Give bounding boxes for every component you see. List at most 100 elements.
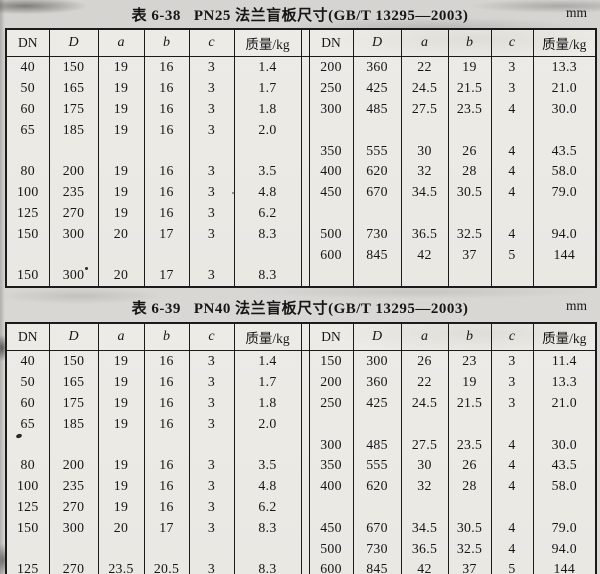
table-cell: 730: [352, 223, 401, 245]
table-cell: 350: [308, 454, 353, 476]
table-row: 125 270 19 16 3 6.2: [6, 496, 596, 518]
table-cell: 1.8: [233, 392, 301, 414]
table-cell: 670: [352, 517, 401, 539]
table-row: 40 150 19 16 3 1.4 150 300 26 23 3 11.4: [6, 350, 596, 372]
table-cell: 16: [143, 181, 189, 203]
table-cell: 30.5: [447, 181, 491, 203]
table-cell: 24.5: [400, 392, 448, 414]
table-cell: [143, 244, 189, 265]
table-cell: 3: [188, 413, 234, 435]
table-cell: [400, 264, 448, 287]
table-cell: [48, 140, 98, 161]
table-cell: 16: [143, 350, 189, 372]
column-divider: [300, 56, 310, 78]
table-cell: 300: [48, 517, 98, 539]
table-cell: 3: [188, 223, 234, 245]
column-divider: [300, 371, 310, 393]
scan-artifact-dot: [232, 192, 234, 194]
table-cell: 300: [308, 434, 353, 455]
table-cell: 21.5: [447, 77, 491, 99]
table-cell: 485: [352, 98, 401, 120]
column-divider: [300, 202, 310, 224]
table-cell: [447, 413, 491, 435]
table-cell: 28: [447, 160, 491, 182]
table-cell: 3: [490, 350, 533, 372]
table-cell: 3.5: [233, 454, 301, 476]
table-cell: [188, 434, 234, 455]
table-cell: 400: [308, 160, 353, 182]
table-cell: 4: [490, 98, 533, 120]
table-cell: 235: [48, 181, 98, 203]
table-cell: 8.3: [233, 223, 301, 245]
table-cell: [97, 140, 144, 161]
column-header: DN: [308, 29, 353, 57]
table-cell: 165: [48, 77, 98, 99]
table-cell: 425: [352, 392, 401, 414]
column-divider: [300, 350, 310, 372]
table-row: 60 175 19 16 3 1.8 250 425 24.5 21.5 3 21.0: [6, 392, 596, 414]
column-header: D: [48, 323, 98, 351]
table-cell: 19: [97, 392, 144, 414]
table-cell: 125: [16, 498, 39, 514]
table-cell: 30.0: [532, 98, 596, 120]
table-cell: 23.5: [97, 558, 144, 574]
column-header: DN: [6, 29, 49, 57]
table-cell: 30.0: [532, 434, 596, 455]
column-divider: [300, 434, 310, 455]
table-cell: 8.3: [233, 264, 301, 287]
table-cell: 620: [352, 160, 401, 182]
table-cell: 94.0: [532, 223, 596, 245]
column-divider: [300, 413, 310, 435]
table-cell: 19: [97, 56, 144, 78]
table-cell: [490, 119, 533, 141]
table-cell: 19: [97, 160, 144, 182]
table-cell: [188, 538, 234, 559]
table-cell: [48, 244, 98, 265]
table-cell: 150: [48, 350, 98, 372]
table-cell: 3: [188, 496, 234, 518]
table-cell: 185: [48, 413, 98, 435]
table-cell: 32: [400, 160, 448, 182]
table-cell: 19: [447, 371, 491, 393]
table-cell: 16: [143, 56, 189, 78]
table-cell: 17: [143, 223, 189, 245]
table-cell: 16: [143, 98, 189, 120]
table-cell: [188, 244, 234, 265]
column-header: DN: [308, 323, 353, 351]
table-cell: [97, 434, 144, 455]
table-cell: 32.5: [447, 223, 491, 245]
table-cell: 32: [400, 475, 448, 497]
table-cell: 200: [48, 160, 98, 182]
table-cell: 80: [20, 163, 35, 179]
table-cell: 28: [447, 475, 491, 497]
table-cell: 13.3: [532, 371, 596, 393]
table-cell: 600: [308, 244, 353, 265]
table-cell: 16: [143, 371, 189, 393]
table-cell: 125: [16, 561, 39, 574]
table-cell: [352, 496, 401, 518]
table-cell: [143, 434, 189, 455]
column-header: c: [490, 323, 533, 351]
table-row: 50 165 19 16 3 1.7 250 425 24.5 21.5 3 21.0: [6, 77, 596, 99]
table-cell: [490, 264, 533, 287]
column-divider: [300, 538, 310, 559]
column-divider: [300, 77, 310, 99]
table-cell: 730: [352, 538, 401, 559]
table-cell: 94.0: [532, 538, 596, 559]
table-cell: 200: [308, 56, 353, 78]
column-header: b: [447, 29, 491, 57]
table-cell: 3: [188, 181, 234, 203]
table-cell: 23.5: [447, 434, 491, 455]
table-cell: 8.3: [233, 558, 301, 574]
table-cell: [352, 413, 401, 435]
table-cell: 5: [490, 558, 533, 574]
table-cell: [308, 496, 353, 518]
table-cell: 3: [188, 475, 234, 497]
table-cell: [6, 434, 49, 455]
table-cell: 100: [16, 184, 39, 200]
column-header: D: [352, 29, 401, 57]
table-cell: 485: [352, 434, 401, 455]
